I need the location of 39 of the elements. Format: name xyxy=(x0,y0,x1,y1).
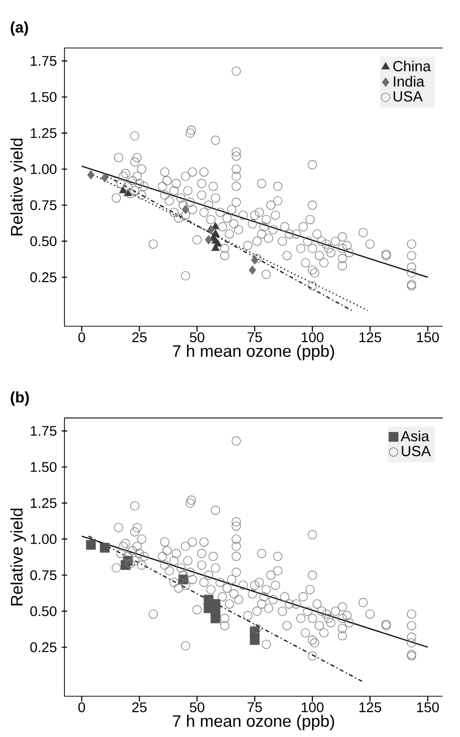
legend-label: USA xyxy=(394,91,423,102)
y-tick-label: 1.25 xyxy=(30,498,56,508)
y-tick-label: 1.25 xyxy=(30,128,56,138)
y-tick-label: 0.50 xyxy=(30,606,56,616)
y-axis-title: Relative yield xyxy=(10,138,26,236)
x-tick-label: 50 xyxy=(190,702,204,712)
y-tick-label: 0.25 xyxy=(30,642,56,652)
y-tick-label: 1.00 xyxy=(30,164,56,174)
y-tick-label: 1.00 xyxy=(30,534,56,544)
x-tick-label: 25 xyxy=(132,702,147,712)
y-axis-title: Relative yield xyxy=(10,508,26,606)
x-tick-label: 100 xyxy=(302,332,324,342)
legend-label: Asia xyxy=(400,430,430,442)
y-tick-label: 0.75 xyxy=(30,570,56,580)
y-tick-label: 1.75 xyxy=(30,426,56,436)
x-tick-label: 100 xyxy=(302,702,324,712)
x-tick-label: 25 xyxy=(132,332,147,342)
y-tick-label: 0.50 xyxy=(30,236,56,246)
legend-label: India xyxy=(394,76,424,87)
x-axis-title: 7 h mean ozone (ppb) xyxy=(172,714,334,730)
x-tick-label: 0 xyxy=(78,332,86,342)
x-axis-title: 7 h mean ozone (ppb) xyxy=(172,344,334,360)
y-tick-label: 1.50 xyxy=(30,92,56,102)
y-tick-label: 0.75 xyxy=(30,200,56,210)
x-tick-label: 125 xyxy=(359,332,382,342)
x-tick-label: 150 xyxy=(417,332,439,342)
chart-title: (a) xyxy=(10,21,28,36)
y-tick-label: 1.75 xyxy=(30,56,56,66)
x-tick-label: 0 xyxy=(78,702,86,712)
x-tick-label: 50 xyxy=(190,332,204,342)
x-tick-label: 75 xyxy=(248,702,262,712)
y-tick-label: 0.25 xyxy=(30,272,56,282)
legend-label: USA xyxy=(402,446,431,456)
x-tick-label: 75 xyxy=(248,332,262,342)
x-tick-label: 150 xyxy=(417,702,439,712)
chart-title: (b) xyxy=(10,391,29,406)
x-tick-label: 125 xyxy=(359,702,382,712)
legend-label: China xyxy=(393,60,431,72)
y-tick-label: 1.50 xyxy=(30,462,56,472)
